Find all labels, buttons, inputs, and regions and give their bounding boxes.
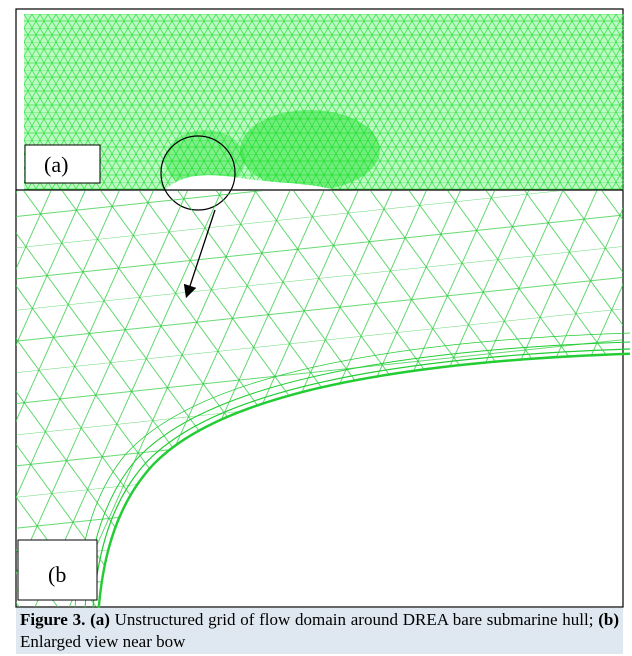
caption-tag: (b) bbox=[598, 610, 619, 629]
figure-number: Figure 3. bbox=[20, 610, 85, 629]
caption: Figure 3. (a) Unstructured grid of flow … bbox=[16, 608, 623, 654]
caption-tag: (a) bbox=[90, 610, 110, 629]
caption-text: Enlarged view near bow bbox=[20, 632, 185, 651]
caption-text: Unstructured grid of flow domain around … bbox=[115, 610, 594, 629]
panel-a: (a) bbox=[24, 14, 624, 210]
page: (a) (b Figure 3. (a) Unstructured grid o… bbox=[0, 0, 632, 656]
panel-b: (b bbox=[16, 191, 630, 608]
figure: (a) (b bbox=[0, 0, 632, 608]
panel-label: (a) bbox=[44, 152, 68, 177]
panel-label: (b bbox=[48, 562, 66, 587]
